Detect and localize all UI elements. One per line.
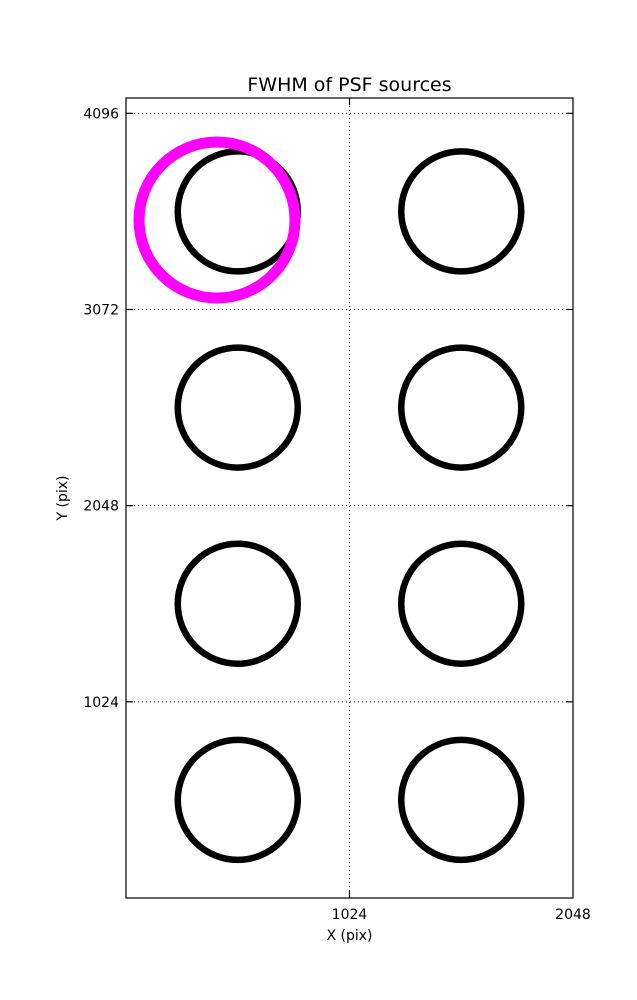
x-axis-label: X (pix) bbox=[326, 928, 372, 944]
psf-source-marker bbox=[398, 148, 525, 275]
x-tick-label: 2048 bbox=[555, 907, 591, 923]
y-tick-label: 2048 bbox=[83, 499, 119, 515]
psf-source-marker bbox=[398, 540, 525, 667]
plot-title: FWHM of PSF sources bbox=[247, 74, 451, 96]
highlighted-source-marker bbox=[133, 136, 301, 304]
psf-source-marker bbox=[398, 736, 525, 864]
psf-source-marker bbox=[398, 344, 525, 471]
y-tick-label: 3072 bbox=[83, 302, 119, 318]
psf-source-marker bbox=[174, 344, 301, 471]
y-axis-label: Y (pix) bbox=[55, 476, 71, 522]
psf-source-marker bbox=[174, 736, 301, 864]
x-tick-label: 1024 bbox=[332, 907, 368, 923]
y-tick-label: 1024 bbox=[83, 695, 119, 711]
y-tick-label: 4096 bbox=[83, 106, 119, 122]
psf-source-marker bbox=[174, 540, 301, 667]
